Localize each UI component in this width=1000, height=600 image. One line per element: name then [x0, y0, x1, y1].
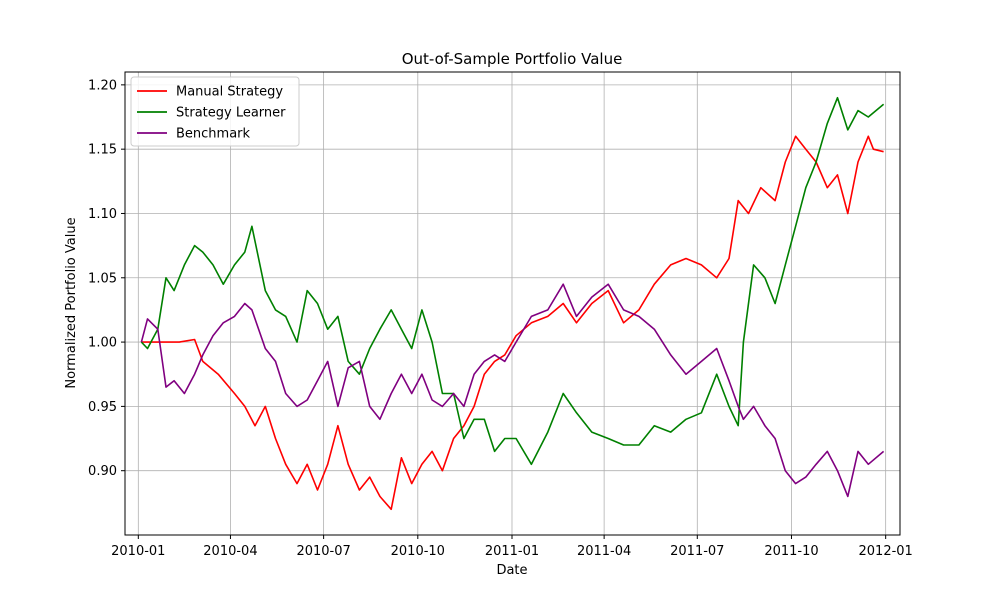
x-tick-label: 2011-10 — [764, 544, 818, 559]
legend: Manual Strategy Strategy Learner Benchmark — [130, 76, 300, 147]
x-axis-label: Date — [496, 563, 527, 578]
plot-frame — [124, 71, 901, 536]
x-tick-label: 2010-04 — [203, 544, 257, 559]
y-tick-label: 1.15 — [88, 143, 117, 158]
y-tick-label: 0.95 — [88, 400, 117, 415]
x-axis-ticks: 2010-01 2010-04 2010-07 2010-10 2011-01 2011-… — [111, 535, 913, 559]
legend-label: Manual Strategy — [176, 85, 283, 100]
legend-label: Strategy Learner — [176, 106, 286, 121]
series-line-strategy-learner — [140, 96, 885, 466]
series-layer — [140, 96, 885, 511]
y-tick-label: 1.05 — [88, 271, 117, 286]
y-tick-label: 0.90 — [88, 464, 117, 479]
y-tick-label: 1.10 — [88, 207, 117, 222]
x-tick-label: 2011-07 — [670, 544, 724, 559]
x-tick-label: 2010-07 — [296, 544, 350, 559]
y-tick-label: 1.20 — [88, 78, 117, 93]
x-tick-label: 2010-10 — [391, 544, 445, 559]
legend-box — [130, 76, 300, 147]
x-tick-label: 2011-04 — [577, 544, 631, 559]
grid — [125, 72, 900, 535]
y-axis-label: Normalized Portfolio Value — [64, 217, 79, 388]
x-tick-label: 2012-01 — [859, 544, 913, 559]
chart-title: Out-of-Sample Portfolio Value — [402, 50, 623, 68]
legend-label: Benchmark — [176, 127, 251, 142]
y-tick-label: 1.00 — [88, 336, 117, 351]
y-axis-ticks: 0.90 0.95 1.00 1.05 1.10 1.15 1.20 — [88, 78, 125, 479]
x-tick-label: 2010-01 — [111, 544, 165, 559]
series-line-benchmark — [140, 283, 885, 498]
x-tick-label: 2011-01 — [485, 544, 539, 559]
series-line-manual-strategy — [141, 135, 884, 511]
